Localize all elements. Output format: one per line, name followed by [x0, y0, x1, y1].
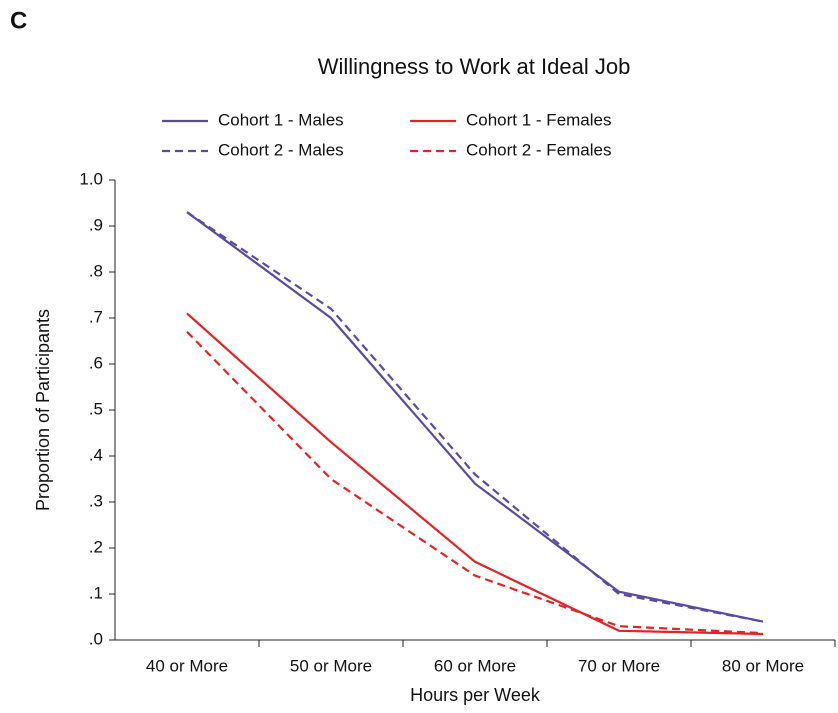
x-tick-label: 50 or More: [290, 656, 372, 675]
x-tick-label: 80 or More: [722, 656, 804, 675]
panel-label: C: [10, 7, 27, 34]
y-tick-label: .2: [89, 537, 103, 556]
y-tick-label: .1: [89, 583, 103, 602]
legend-label: Cohort 2 - Females: [466, 140, 612, 159]
y-tick-label: .6: [89, 353, 103, 372]
legend-label: Cohort 1 - Females: [466, 110, 612, 129]
series-line: [186, 331, 764, 635]
y-tick-label: .7: [89, 307, 103, 326]
y-tick-label: .8: [89, 261, 103, 280]
x-tick-label: 70 or More: [578, 656, 660, 675]
y-axis-label: Proportion of Participants: [33, 309, 53, 511]
y-tick-label: 1.0: [79, 169, 103, 188]
series-line: [186, 211, 764, 623]
series-line: [186, 211, 764, 623]
y-tick-label: .0: [89, 629, 103, 648]
y-tick-label: .9: [89, 215, 103, 234]
x-tick-label: 40 or More: [146, 656, 228, 675]
y-tick-label: .4: [89, 445, 103, 464]
x-axis-label: Hours per Week: [410, 685, 541, 705]
chart-title: Willingness to Work at Ideal Job: [318, 54, 631, 79]
legend-label: Cohort 1 - Males: [218, 110, 344, 129]
series-line: [186, 312, 764, 636]
legend-label: Cohort 2 - Males: [218, 140, 344, 159]
x-tick-label: 60 or More: [434, 656, 516, 675]
y-tick-label: .5: [89, 399, 103, 418]
y-tick-label: .3: [89, 491, 103, 510]
